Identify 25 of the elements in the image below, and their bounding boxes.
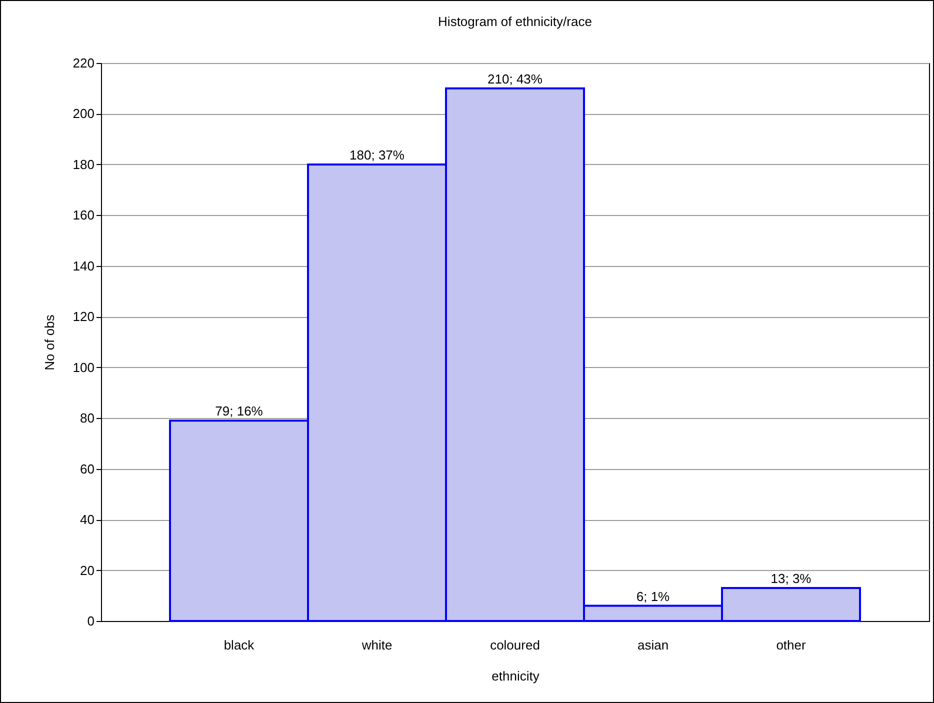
y-tick-label: 20 [80,562,94,578]
x-axis-title: ethnicity [492,668,540,684]
y-tick-label: 140 [72,258,94,274]
y-tick-label: 60 [80,461,94,476]
x-tick-label: coloured [490,638,540,652]
x-tick-label: white [360,638,392,652]
data-label: 180; 37% [350,147,405,162]
x-tick-label: other [776,638,806,652]
chart-title: Histogram of ethnicity/race [438,14,592,29]
y-tick-label: 100 [72,360,94,375]
y-tick-label: 0 [87,614,94,628]
x-tick-label: asian [637,638,669,652]
y-tick-label: 200 [72,106,94,122]
data-label: 210; 43% [488,71,543,86]
y-tick-label: 80 [80,410,94,426]
y-tick-label: 160 [72,208,94,223]
y-tick-label: 120 [72,309,94,324]
data-label: 13; 3% [770,571,812,586]
data-label: 79; 16% [215,404,264,419]
y-tick-label: 40 [80,512,94,528]
y-axis-title: No of obs [42,314,57,370]
x-tick-label: black [224,638,255,652]
y-tick-label: 220 [72,56,94,70]
data-label: 6; 1% [636,588,670,604]
y-tick-label: 180 [72,156,94,172]
